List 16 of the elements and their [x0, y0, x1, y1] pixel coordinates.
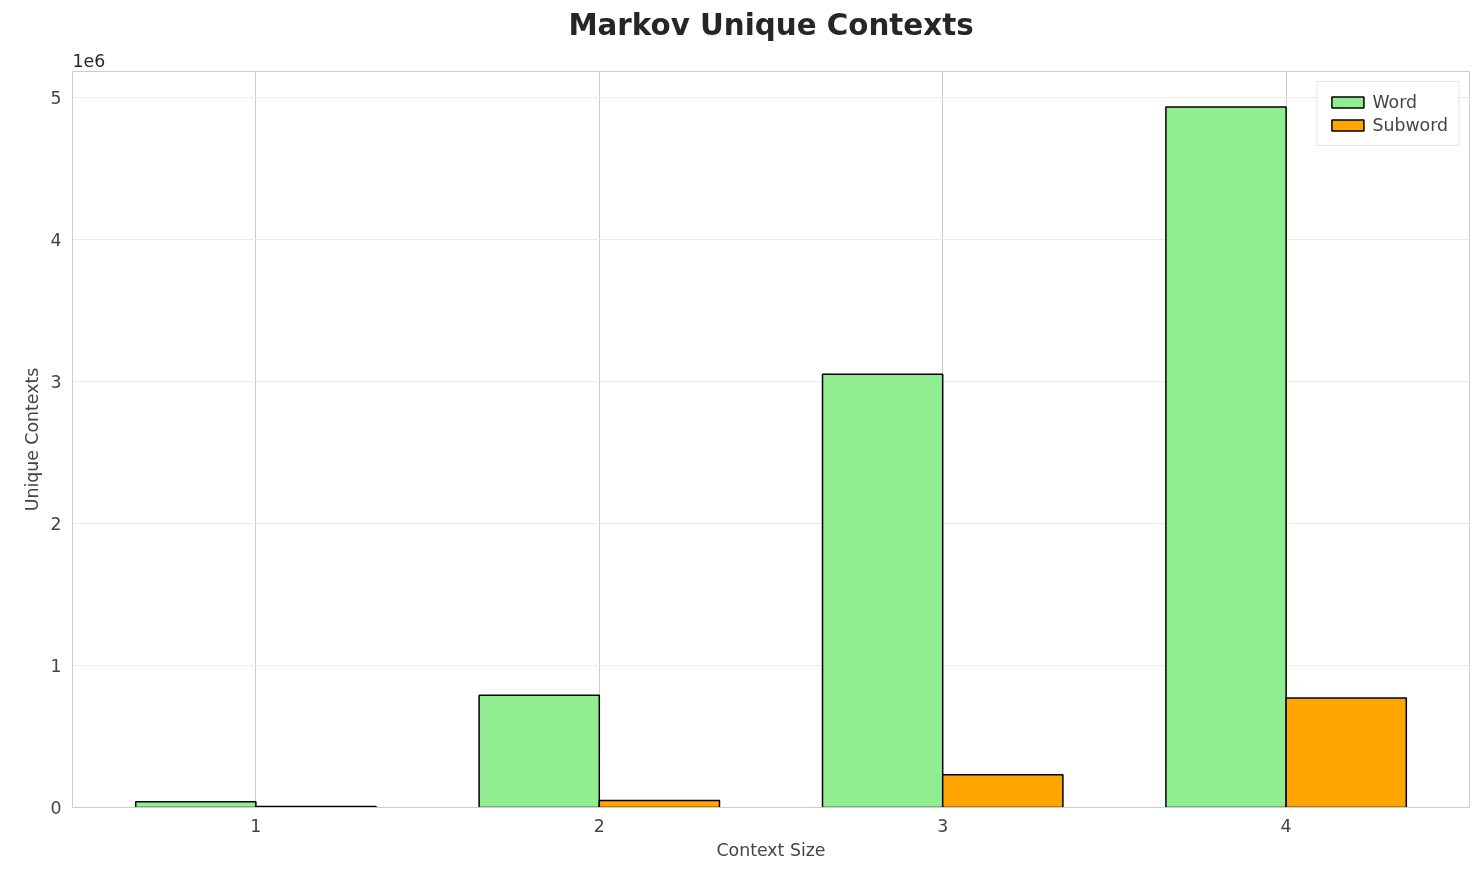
y-tick-label: 5 [50, 87, 62, 108]
y-tick-label: 1 [50, 655, 62, 676]
y-tick-label: 3 [50, 371, 62, 392]
x-tick-label: 3 [937, 815, 949, 836]
y-tick-label: 2 [50, 513, 62, 534]
y-tick-label: 0 [50, 798, 62, 818]
text: 1e6 [72, 50, 106, 71]
x-tick-label: 2 [593, 815, 605, 836]
legend-label: Subword [1372, 115, 1448, 135]
x-tick-label: 1 [250, 815, 262, 836]
chart-title: Markov Unique Contexts [568, 7, 974, 42]
x-axis-title: Context Size [716, 839, 826, 860]
y-tick-label: 4 [50, 229, 62, 250]
x-tick-label: 4 [1280, 815, 1292, 836]
y-axis-title: Unique Contexts [22, 367, 43, 512]
legend-label: Word [1372, 92, 1417, 112]
